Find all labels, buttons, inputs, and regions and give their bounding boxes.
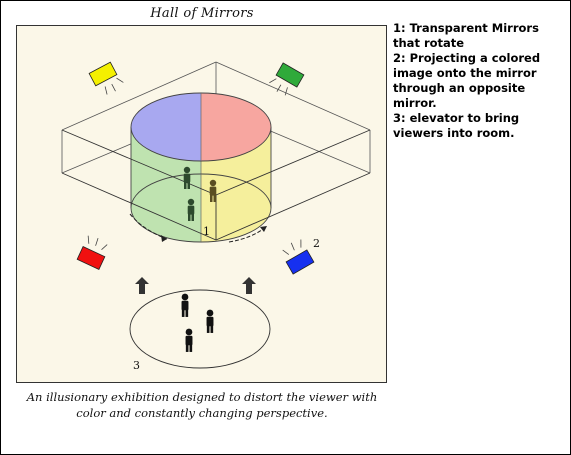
- elevator-people: [181, 293, 214, 352]
- person-icon: [206, 309, 214, 333]
- room-people: [183, 166, 217, 221]
- elevator-platform: [129, 289, 271, 369]
- person-icon: [181, 293, 189, 317]
- diagram-panel: 1 2 3: [16, 25, 387, 383]
- room-back-edges: [61, 61, 371, 174]
- rotation-arrow-left: [129, 213, 168, 240]
- diagram-title: Hall of Mirrors: [150, 6, 254, 21]
- person-icon: [187, 198, 195, 221]
- note-2: 2: Projecting a colored image onto the m…: [393, 51, 541, 110]
- person-icon: [185, 328, 193, 352]
- label-1: 1: [203, 225, 210, 238]
- label-3: 3: [133, 359, 140, 372]
- hall-diagram: 1 2 3: [61, 61, 371, 372]
- person-icon: [209, 179, 217, 202]
- diagram-caption: An illusionary exhibition designed to di…: [26, 390, 378, 420]
- projector-blue: [282, 239, 315, 275]
- top-quadrant-blue: [131, 93, 201, 161]
- floor-quadrant-yellow: [201, 174, 271, 242]
- person-icon: [183, 166, 191, 189]
- note-1: 1: Transparent Mirrors that rotate: [393, 21, 539, 50]
- floor-quadrant-green: [131, 174, 201, 242]
- projector-yellow: [88, 61, 124, 95]
- top-quadrant-red: [201, 93, 271, 161]
- note-3: 3: elevator to bring viewers into room.: [393, 111, 520, 140]
- projector-red: [76, 235, 108, 270]
- label-2: 2: [313, 237, 320, 250]
- projector-green: [269, 62, 305, 96]
- up-arrow-left: [135, 277, 149, 294]
- projectors: [76, 61, 315, 275]
- room-front-edges: [61, 129, 371, 241]
- notes-list: 1: Transparent Mirrors that rotate 2: Pr…: [393, 21, 569, 141]
- up-arrows: [135, 277, 256, 294]
- up-arrow-right: [242, 277, 256, 294]
- mirror-cylinder: [130, 92, 272, 243]
